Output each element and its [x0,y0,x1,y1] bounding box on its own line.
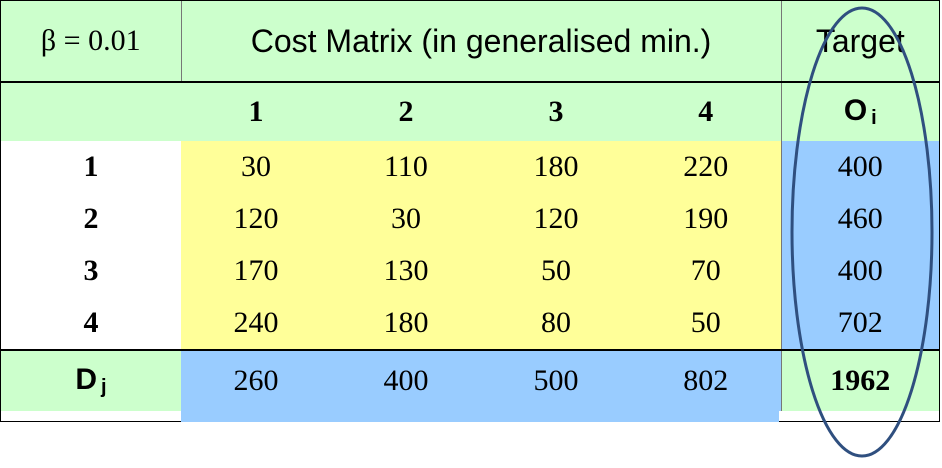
cost-cell: 70 [631,245,782,297]
cost-cell: 240 [181,297,331,350]
cost-cell: 110 [331,141,481,193]
dest-subscript: j [101,376,107,398]
row-label-4: 4 [83,306,99,339]
cost-matrix-table: β = 0.01 Cost Matrix (in generalised min… [1,1,940,411]
cost-cell: 30 [331,193,481,245]
cost-cell: 220 [631,141,782,193]
col-header-1: 1 [181,82,331,141]
total-cell: 1962 [781,349,940,411]
cost-cell: 180 [481,141,631,193]
dest-row-strip [181,408,779,422]
cost-cell: 50 [631,297,782,350]
cost-cell: 50 [481,245,631,297]
target-cell: 400 [781,141,940,193]
cost-cell: 130 [331,245,481,297]
dest-value-cell: 500 [481,349,631,411]
target-cell: 460 [781,193,940,245]
cost-cell: 120 [181,193,331,245]
cost-cell: 120 [481,193,631,245]
target-title: Target [781,1,940,83]
cost-cell: 190 [631,193,782,245]
dest-value-cell: 802 [631,349,782,411]
cost-cell: 180 [331,297,481,350]
cost-cell: 30 [181,141,331,193]
target-cell: 400 [781,245,940,297]
dest-value-cell: 400 [331,349,481,411]
row-label-2: 2 [83,202,99,235]
corner-empty-cell [1,82,181,141]
cost-cell: 80 [481,297,631,350]
target-cell: 702 [781,297,940,350]
origin-subscript: i [871,107,877,129]
dest-value-cell: 260 [181,349,331,411]
row-label-3: 3 [83,254,99,287]
col-header-3: 3 [481,82,631,141]
col-header-2: 2 [331,82,481,141]
dest-letter: D [75,363,98,396]
origin-letter: O [843,94,868,127]
beta-cell: β = 0.01 [1,1,182,83]
col-header-4: 4 [631,82,782,141]
cost-cell: 170 [181,245,331,297]
matrix-title: Cost Matrix (in generalised min.) [181,1,782,83]
row-label-1: 1 [83,150,99,183]
